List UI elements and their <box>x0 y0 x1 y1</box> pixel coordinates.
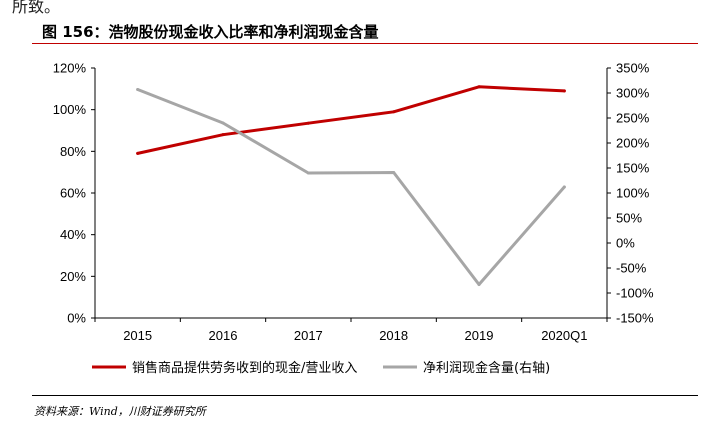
series-1-point <box>221 133 225 137</box>
x-tick-label: 2020Q1 <box>541 328 587 343</box>
x-tick-label: 2019 <box>465 328 494 343</box>
series-2-point <box>562 185 566 189</box>
right-tick-label: 0% <box>616 236 635 251</box>
right-tick-label: 200% <box>616 136 650 151</box>
series-2-point <box>392 171 396 174</box>
right-tick-label: 100% <box>616 186 650 201</box>
figure-title: 图 156：浩物股份现金收入比率和净利润现金含量 <box>42 23 379 41</box>
left-tick-label: 60% <box>60 186 86 201</box>
right-tick-label: 350% <box>616 61 650 76</box>
footer-divider <box>32 395 698 396</box>
left-tick-label: 80% <box>60 144 86 159</box>
series-line-2 <box>136 88 566 286</box>
right-tick-label: 150% <box>616 161 650 176</box>
left-tick-label: 0% <box>67 311 86 326</box>
series-1-point <box>477 85 481 89</box>
series-1-point <box>562 89 566 93</box>
series-1-point <box>136 151 140 155</box>
chart-area: 0% 20% 40% 60% 80% 100% 120% -150% -100% -50% 0% 50… <box>0 44 708 384</box>
source-note: 资料来源：Wind，川财证券研究所 <box>34 405 206 418</box>
preceding-text-fragment: 所致。 <box>12 0 61 16</box>
series-2-point <box>136 88 140 91</box>
left-tick-label: 40% <box>60 227 86 242</box>
series-2-point <box>477 283 481 286</box>
left-tick-label: 120% <box>53 61 87 76</box>
series-1-point <box>306 121 310 125</box>
right-tick-label: 250% <box>616 111 650 126</box>
line-chart: 0% 20% 40% 60% 80% 100% 120% -150% -100% -50% 0% 50… <box>53 61 654 377</box>
series-line-1 <box>136 85 566 155</box>
x-tick-label: 2017 <box>294 328 323 343</box>
right-tick-label: -50% <box>616 261 647 276</box>
legend-label-2: 净利润现金含量(右轴) <box>423 360 550 376</box>
figure-header: 图 156：浩物股份现金收入比率和净利润现金含量 <box>32 18 698 44</box>
right-tick-label: -100% <box>616 286 654 301</box>
left-tick-label: 100% <box>53 102 87 117</box>
right-tick-label: 50% <box>616 211 642 226</box>
x-tick-label: 2015 <box>123 328 152 343</box>
right-tick-label: -150% <box>616 311 654 326</box>
series-1-point <box>392 110 396 114</box>
legend-label-1: 销售商品提供劳务收到的现金/营业收入 <box>132 360 357 376</box>
x-tick-label: 2016 <box>209 328 238 343</box>
right-tick-label: 300% <box>616 86 650 101</box>
x-tick-label: 2018 <box>379 328 408 343</box>
series-2-point <box>306 171 310 175</box>
left-tick-label: 20% <box>60 269 86 284</box>
series-2-point <box>221 121 225 125</box>
